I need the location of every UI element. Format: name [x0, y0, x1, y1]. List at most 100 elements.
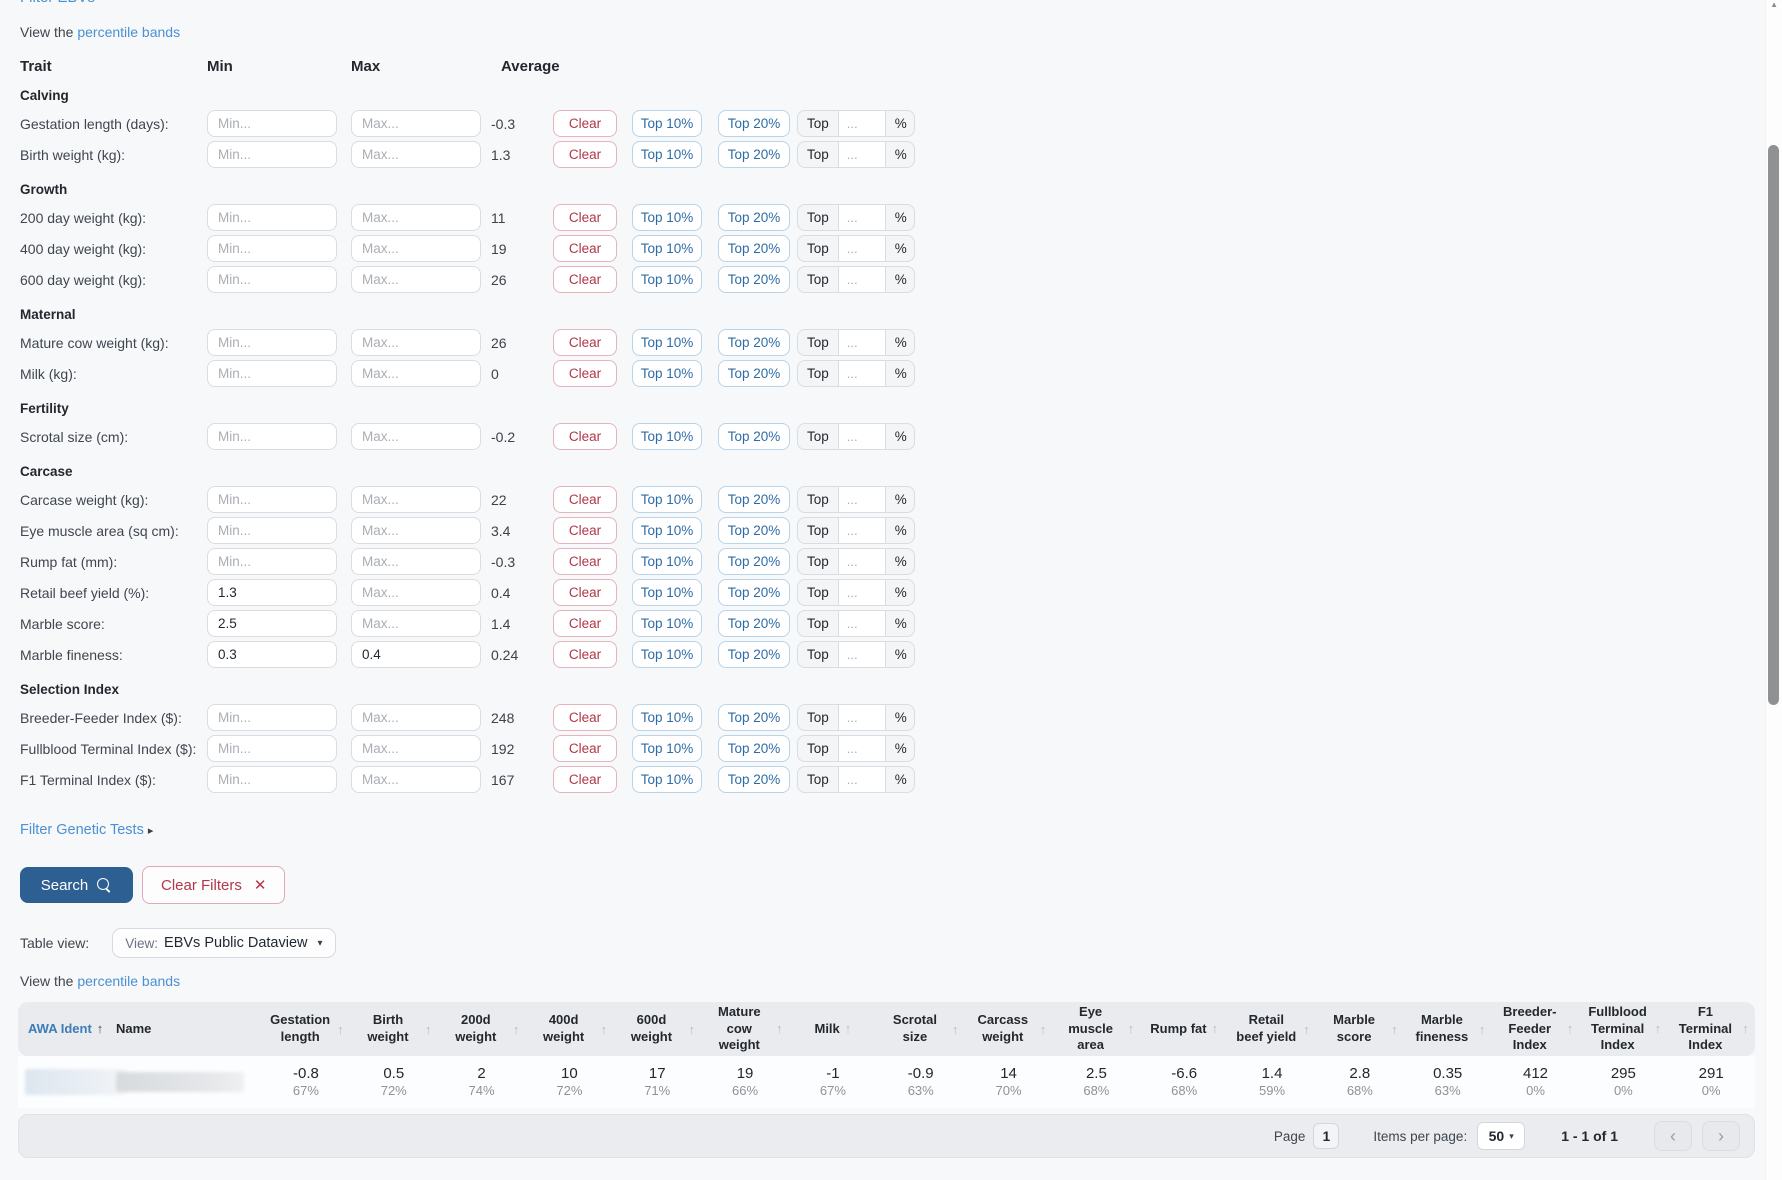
top-10-button[interactable]: Top 10% — [632, 641, 702, 668]
top-percent-input[interactable] — [837, 642, 886, 667]
column-header-rump-fat[interactable]: Rump fat ↑ — [1150, 1020, 1219, 1037]
top-20-button[interactable]: Top 20% — [718, 517, 790, 544]
top-10-button[interactable]: Top 10% — [632, 735, 702, 762]
column-header-marble-fineness[interactable]: Marble fineness ↑ — [1415, 1012, 1486, 1044]
max-input[interactable] — [351, 735, 481, 762]
clear-button[interactable]: Clear — [553, 423, 617, 450]
clear-button[interactable]: Clear — [553, 266, 617, 293]
top-10-button[interactable]: Top 10% — [632, 423, 702, 450]
min-input[interactable] — [207, 517, 337, 544]
top-percent-input[interactable] — [837, 111, 886, 136]
top-10-button[interactable]: Top 10% — [632, 486, 702, 513]
top-20-button[interactable]: Top 20% — [718, 266, 790, 293]
top-percent-input[interactable] — [837, 267, 886, 292]
top-10-button[interactable]: Top 10% — [632, 204, 702, 231]
max-input[interactable] — [351, 704, 481, 731]
max-input[interactable] — [351, 266, 481, 293]
top-20-button[interactable]: Top 20% — [718, 610, 790, 637]
top-20-button[interactable]: Top 20% — [718, 204, 790, 231]
clear-button[interactable]: Clear — [553, 141, 617, 168]
max-input[interactable] — [351, 360, 481, 387]
top-percent-input[interactable] — [837, 549, 886, 574]
top-10-button[interactable]: Top 10% — [632, 548, 702, 575]
top-percent-input[interactable] — [837, 142, 886, 167]
clear-button[interactable]: Clear — [553, 486, 617, 513]
result-row[interactable]: -0.8 67% 0.5 72% 2 74% 10 72% 17 71% 19 … — [18, 1056, 1755, 1108]
filter-genetic-tests-link[interactable]: Filter Genetic Tests ▸ — [20, 822, 153, 838]
min-input[interactable] — [207, 735, 337, 762]
top-percent-input[interactable] — [837, 705, 886, 730]
top-20-button[interactable]: Top 20% — [718, 641, 790, 668]
min-input[interactable] — [207, 141, 337, 168]
top-20-button[interactable]: Top 20% — [718, 329, 790, 356]
clear-button[interactable]: Clear — [553, 579, 617, 606]
top-10-button[interactable]: Top 10% — [632, 766, 702, 793]
min-input[interactable] — [207, 641, 337, 668]
column-header-400d-weight[interactable]: 400d weight ↑ — [543, 1012, 608, 1044]
column-header-200d-weight[interactable]: 200d weight ↑ — [455, 1012, 520, 1044]
column-header-gestation-length[interactable]: Gestation length ↑ — [270, 1012, 344, 1044]
top-20-button[interactable]: Top 20% — [718, 735, 790, 762]
clear-button[interactable]: Clear — [553, 235, 617, 262]
min-input[interactable] — [207, 360, 337, 387]
clear-button[interactable]: Clear — [553, 517, 617, 544]
max-input[interactable] — [351, 423, 481, 450]
top-10-button[interactable]: Top 10% — [632, 517, 702, 544]
column-header-retail-beef-yield[interactable]: Retail beef yield ↑ — [1236, 1012, 1310, 1044]
column-header-f1-terminal-index[interactable]: F1 Terminal Index ↑ — [1678, 1003, 1749, 1053]
top-10-button[interactable]: Top 10% — [632, 266, 702, 293]
min-input[interactable] — [207, 486, 337, 513]
top-10-button[interactable]: Top 10% — [632, 579, 702, 606]
column-header-600d-weight[interactable]: 600d weight ↑ — [630, 1012, 695, 1044]
top-percent-input[interactable] — [837, 580, 886, 605]
max-input[interactable] — [351, 141, 481, 168]
previous-page-button[interactable]: ‹ — [1654, 1121, 1692, 1151]
top-percent-input[interactable] — [837, 361, 886, 386]
top-percent-input[interactable] — [837, 205, 886, 230]
min-input[interactable] — [207, 204, 337, 231]
column-header-carcass-weight[interactable]: Carcass weight ↑ — [977, 1012, 1047, 1044]
min-input[interactable] — [207, 266, 337, 293]
column-header-name[interactable]: Name — [116, 1020, 152, 1036]
top-10-button[interactable]: Top 10% — [632, 610, 702, 637]
scroll-up-arrow-icon[interactable]: ▲ — [1770, 0, 1778, 9]
column-header-scrotal-size[interactable]: Scrotal size ↑ — [892, 1012, 959, 1044]
min-input[interactable] — [207, 423, 337, 450]
max-input[interactable] — [351, 610, 481, 637]
column-header-marble-score[interactable]: Marble score ↑ — [1333, 1012, 1398, 1044]
clear-button[interactable]: Clear — [553, 360, 617, 387]
max-input[interactable] — [351, 641, 481, 668]
top-percent-input[interactable] — [837, 518, 886, 543]
top-20-button[interactable]: Top 20% — [718, 423, 790, 450]
top-10-button[interactable]: Top 10% — [632, 329, 702, 356]
table-view-select[interactable]: View: EBVs Public Dataview ▾ — [112, 928, 336, 958]
clear-button[interactable]: Clear — [553, 204, 617, 231]
clear-button[interactable]: Clear — [553, 110, 617, 137]
top-percent-input[interactable] — [837, 767, 886, 792]
min-input[interactable] — [207, 704, 337, 731]
clear-button[interactable]: Clear — [553, 641, 617, 668]
top-20-button[interactable]: Top 20% — [718, 579, 790, 606]
clear-button[interactable]: Clear — [553, 766, 617, 793]
column-header-mature-cow-weight[interactable]: Mature cow weight ↑ — [717, 1003, 783, 1053]
column-header-birth-weight[interactable]: Birth weight ↑ — [367, 1012, 432, 1044]
top-20-button[interactable]: Top 20% — [718, 766, 790, 793]
top-percent-input[interactable] — [837, 330, 886, 355]
top-10-button[interactable]: Top 10% — [632, 141, 702, 168]
min-input[interactable] — [207, 610, 337, 637]
next-page-button[interactable]: › — [1702, 1121, 1740, 1151]
column-header-eye-muscle-area[interactable]: Eye muscle area ↑ — [1068, 1003, 1135, 1053]
percentile-bands-link[interactable]: percentile bands — [77, 24, 181, 40]
top-percent-input[interactable] — [837, 487, 886, 512]
min-input[interactable] — [207, 110, 337, 137]
column-header-breeder-feeder-index[interactable]: Breeder-Feeder Index ↑ — [1503, 1003, 1574, 1053]
column-header-milk[interactable]: Milk ↑ — [814, 1020, 852, 1037]
page-number-input[interactable] — [1313, 1123, 1340, 1149]
column-header-awa-ident[interactable]: AWA Ident ↑ — [28, 1020, 104, 1037]
top-20-button[interactable]: Top 20% — [718, 486, 790, 513]
top-20-button[interactable]: Top 20% — [718, 360, 790, 387]
clear-button[interactable]: Clear — [553, 610, 617, 637]
top-percent-input[interactable] — [837, 611, 886, 636]
top-20-button[interactable]: Top 20% — [718, 235, 790, 262]
max-input[interactable] — [351, 548, 481, 575]
